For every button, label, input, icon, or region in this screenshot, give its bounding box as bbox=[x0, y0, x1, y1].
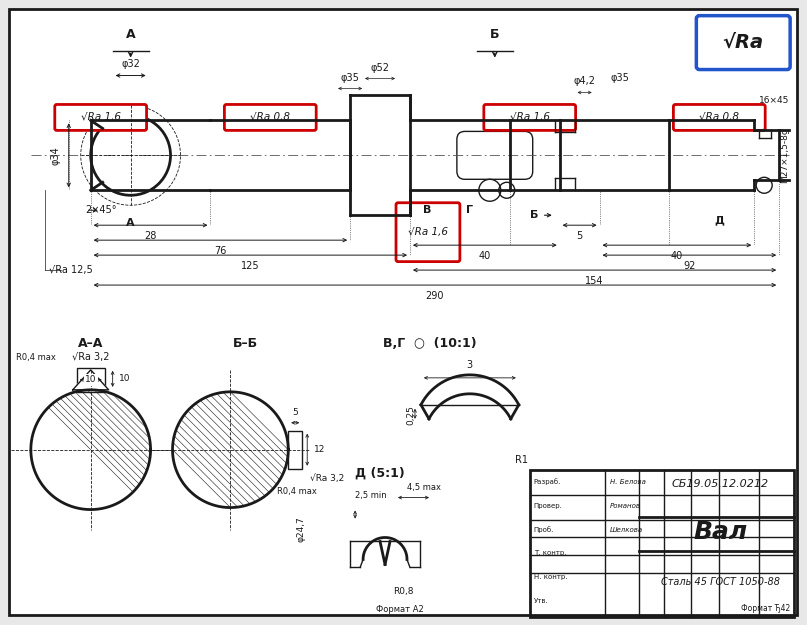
Text: Г: Г bbox=[466, 205, 474, 215]
Text: Утв.: Утв. bbox=[533, 598, 549, 604]
FancyBboxPatch shape bbox=[484, 104, 575, 131]
Text: 40: 40 bbox=[479, 251, 491, 261]
Text: В,Г  ○  (10:1): В,Г ○ (10:1) bbox=[383, 337, 477, 350]
Text: 16×45: 16×45 bbox=[759, 96, 789, 105]
Text: 10: 10 bbox=[85, 376, 97, 384]
Text: R0,4 max: R0,4 max bbox=[16, 353, 56, 362]
Text: Вал: Вал bbox=[693, 519, 747, 544]
Text: 5: 5 bbox=[292, 408, 298, 417]
Text: √Ra 0,8: √Ra 0,8 bbox=[250, 112, 291, 123]
Text: 76: 76 bbox=[214, 246, 227, 256]
Text: R1: R1 bbox=[515, 454, 528, 464]
Text: Т. контр.: Т. контр. bbox=[533, 551, 567, 556]
Text: 3: 3 bbox=[466, 360, 473, 370]
Text: Н. Белова: Н. Белова bbox=[609, 479, 646, 484]
Text: 4,5 max: 4,5 max bbox=[407, 482, 441, 492]
Text: Д: Д bbox=[714, 215, 724, 225]
Text: Б: Б bbox=[529, 210, 538, 220]
Text: А: А bbox=[126, 28, 136, 41]
Text: 28: 28 bbox=[144, 231, 157, 241]
Text: А–А: А–А bbox=[78, 337, 103, 350]
Text: Б–Б: Б–Б bbox=[232, 337, 258, 350]
Text: 12: 12 bbox=[314, 445, 325, 454]
Text: Сталь 45 ГОСТ 1050-88: Сталь 45 ГОСТ 1050-88 bbox=[661, 577, 780, 587]
Text: √Ra 12,5: √Ra 12,5 bbox=[48, 265, 93, 275]
Text: М27×1,5-8g: М27×1,5-8g bbox=[780, 127, 789, 183]
Text: √Ra 1,6: √Ra 1,6 bbox=[81, 112, 121, 123]
Text: Шелкова: Шелкова bbox=[609, 526, 642, 532]
Bar bbox=[529, 469, 794, 618]
Text: φ24,7: φ24,7 bbox=[296, 517, 305, 542]
Text: Н. контр.: Н. контр. bbox=[533, 574, 567, 581]
Text: Формат Ђ42: Формат Ђ42 bbox=[741, 604, 790, 613]
Text: Проб.: Проб. bbox=[533, 526, 554, 533]
Text: φ52: φ52 bbox=[370, 62, 390, 72]
Text: 125: 125 bbox=[241, 261, 260, 271]
Text: 154: 154 bbox=[585, 276, 604, 286]
Text: СБ19.05.12.0212: СБ19.05.12.0212 bbox=[671, 479, 768, 489]
FancyBboxPatch shape bbox=[396, 202, 460, 262]
Text: 5: 5 bbox=[576, 231, 583, 241]
Text: φ34: φ34 bbox=[51, 146, 61, 165]
FancyBboxPatch shape bbox=[673, 104, 765, 131]
Text: √Ra: √Ra bbox=[723, 33, 763, 52]
Polygon shape bbox=[73, 370, 109, 390]
Text: √Ra 3,2: √Ra 3,2 bbox=[72, 352, 110, 362]
FancyBboxPatch shape bbox=[224, 104, 316, 131]
Text: Д (5:1): Д (5:1) bbox=[355, 467, 405, 479]
Text: Формат А2: Формат А2 bbox=[376, 606, 424, 614]
Text: √Ra 3,2: √Ra 3,2 bbox=[310, 474, 345, 482]
Text: φ35: φ35 bbox=[610, 72, 629, 82]
Text: 2,5 min: 2,5 min bbox=[355, 491, 387, 499]
Text: 290: 290 bbox=[425, 291, 444, 301]
Text: 0,25: 0,25 bbox=[406, 405, 415, 425]
Text: √Ra 1,6: √Ra 1,6 bbox=[408, 227, 448, 237]
Text: φ32: φ32 bbox=[121, 59, 140, 69]
Text: 92: 92 bbox=[684, 261, 696, 271]
FancyBboxPatch shape bbox=[696, 16, 790, 69]
Text: Б: Б bbox=[490, 28, 500, 41]
Text: R0,8: R0,8 bbox=[393, 588, 413, 596]
Text: 2×45°: 2×45° bbox=[86, 205, 117, 215]
Text: φ4,2: φ4,2 bbox=[574, 76, 596, 86]
FancyBboxPatch shape bbox=[55, 104, 147, 131]
Text: А: А bbox=[126, 218, 135, 228]
Text: φ35: φ35 bbox=[341, 72, 360, 82]
Text: 40: 40 bbox=[671, 251, 683, 261]
Text: Разраб.: Разраб. bbox=[533, 478, 561, 485]
Bar bbox=[288, 431, 303, 469]
Text: В: В bbox=[423, 205, 431, 215]
Text: 10: 10 bbox=[119, 374, 130, 383]
Text: √Ra 0,8: √Ra 0,8 bbox=[700, 112, 739, 123]
Text: √Ra 1,6: √Ra 1,6 bbox=[510, 112, 550, 123]
Text: R0,4 max: R0,4 max bbox=[278, 487, 317, 496]
Text: Романов: Романов bbox=[609, 503, 641, 509]
Bar bbox=[77, 368, 105, 392]
Text: Провер.: Провер. bbox=[533, 503, 562, 509]
